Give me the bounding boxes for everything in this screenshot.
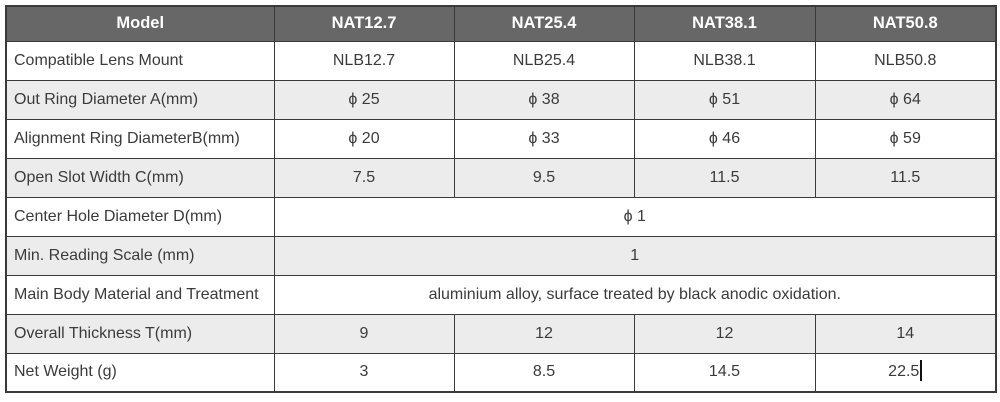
value-cell[interactable]: ϕ 51 bbox=[633, 79, 816, 120]
table-row-overall-thickness: Overall Thickness T(mm) 9 12 12 14 bbox=[5, 313, 997, 354]
row-label-cell[interactable]: Open Slot Width C(mm) bbox=[5, 157, 275, 198]
row-label-cell[interactable]: Main Body Material and Treatment bbox=[5, 274, 275, 315]
text-cursor bbox=[920, 360, 923, 382]
value-cell[interactable]: NLB50.8 bbox=[814, 40, 997, 81]
value-cell[interactable]: 7.5 bbox=[273, 157, 455, 198]
merged-value-cell[interactable]: 1 bbox=[273, 235, 997, 276]
header-cell-nat25-4[interactable]: NAT25.4 bbox=[453, 5, 635, 42]
value-cell[interactable]: 11.5 bbox=[633, 157, 816, 198]
value-cell[interactable]: ϕ 25 bbox=[273, 79, 455, 120]
row-label-cell[interactable]: Center Hole Diameter D(mm) bbox=[5, 196, 275, 237]
table-row-alignment-ring-diameter: Alignment Ring DiameterB(mm) ϕ 20 ϕ 33 ϕ… bbox=[5, 118, 997, 159]
table-row-min-reading-scale: Min. Reading Scale (mm) 1 bbox=[5, 235, 997, 276]
merged-value-cell[interactable]: ϕ 1 bbox=[273, 196, 997, 237]
value-cell[interactable]: 8.5 bbox=[453, 352, 635, 393]
value-cell[interactable]: 11.5 bbox=[814, 157, 997, 198]
value-text: 22.5 bbox=[888, 363, 920, 381]
merged-value-cell[interactable]: aluminium alloy, surface treated by blac… bbox=[273, 274, 997, 315]
row-label-cell[interactable]: Net Weight (g) bbox=[5, 352, 275, 393]
spec-table-body: Compatible Lens Mount NLB12.7 NLB25.4 NL… bbox=[5, 40, 997, 393]
table-row-main-body-material: Main Body Material and Treatment alumini… bbox=[5, 274, 997, 315]
row-label-cell[interactable]: Min. Reading Scale (mm) bbox=[5, 235, 275, 276]
spec-table-header: Model NAT12.7 NAT25.4 NAT38.1 NAT50.8 bbox=[5, 5, 997, 42]
header-cell-nat50-8[interactable]: NAT50.8 bbox=[814, 5, 997, 42]
row-label-cell[interactable]: Overall Thickness T(mm) bbox=[5, 313, 275, 354]
value-cell[interactable]: NLB38.1 bbox=[633, 40, 816, 81]
value-cell[interactable]: 9.5 bbox=[453, 157, 635, 198]
value-cell[interactable]: ϕ 33 bbox=[453, 118, 635, 159]
table-row-compatible-lens-mount: Compatible Lens Mount NLB12.7 NLB25.4 NL… bbox=[5, 40, 997, 81]
value-cell[interactable]: 14 bbox=[814, 313, 997, 354]
table-row-out-ring-diameter: Out Ring Diameter A(mm) ϕ 25 ϕ 38 ϕ 51 ϕ… bbox=[5, 79, 997, 120]
value-cell[interactable]: 12 bbox=[633, 313, 816, 354]
value-cell[interactable]: ϕ 46 bbox=[633, 118, 816, 159]
value-cell[interactable]: ϕ 38 bbox=[453, 79, 635, 120]
value-cell[interactable]: 12 bbox=[453, 313, 635, 354]
spec-table: Model NAT12.7 NAT25.4 NAT38.1 NAT50.8 Co… bbox=[5, 5, 997, 393]
header-cell-nat38-1[interactable]: NAT38.1 bbox=[633, 5, 816, 42]
value-cell[interactable]: ϕ 59 bbox=[814, 118, 997, 159]
table-row-net-weight: Net Weight (g) 3 8.5 14.5 22.5 bbox=[5, 352, 997, 393]
row-label-cell[interactable]: Alignment Ring DiameterB(mm) bbox=[5, 118, 275, 159]
value-cell[interactable]: ϕ 64 bbox=[814, 79, 997, 120]
value-cell[interactable]: 9 bbox=[273, 313, 455, 354]
value-cell[interactable]: 3 bbox=[273, 352, 455, 393]
value-cell[interactable]: ϕ 20 bbox=[273, 118, 455, 159]
row-label-cell[interactable]: Out Ring Diameter A(mm) bbox=[5, 79, 275, 120]
row-label-cell[interactable]: Compatible Lens Mount bbox=[5, 40, 275, 81]
value-cell[interactable]: NLB25.4 bbox=[453, 40, 635, 81]
value-cell[interactable]: 14.5 bbox=[633, 352, 816, 393]
value-cell[interactable]: NLB12.7 bbox=[273, 40, 455, 81]
table-row-open-slot-width: Open Slot Width C(mm) 7.5 9.5 11.5 11.5 bbox=[5, 157, 997, 198]
header-cell-nat12-7[interactable]: NAT12.7 bbox=[273, 5, 455, 42]
header-row: Model NAT12.7 NAT25.4 NAT38.1 NAT50.8 bbox=[5, 5, 997, 42]
header-cell-model[interactable]: Model bbox=[5, 5, 275, 42]
table-row-center-hole-diameter: Center Hole Diameter D(mm) ϕ 1 bbox=[5, 196, 997, 237]
value-cell-editing[interactable]: 22.5 bbox=[814, 352, 997, 393]
